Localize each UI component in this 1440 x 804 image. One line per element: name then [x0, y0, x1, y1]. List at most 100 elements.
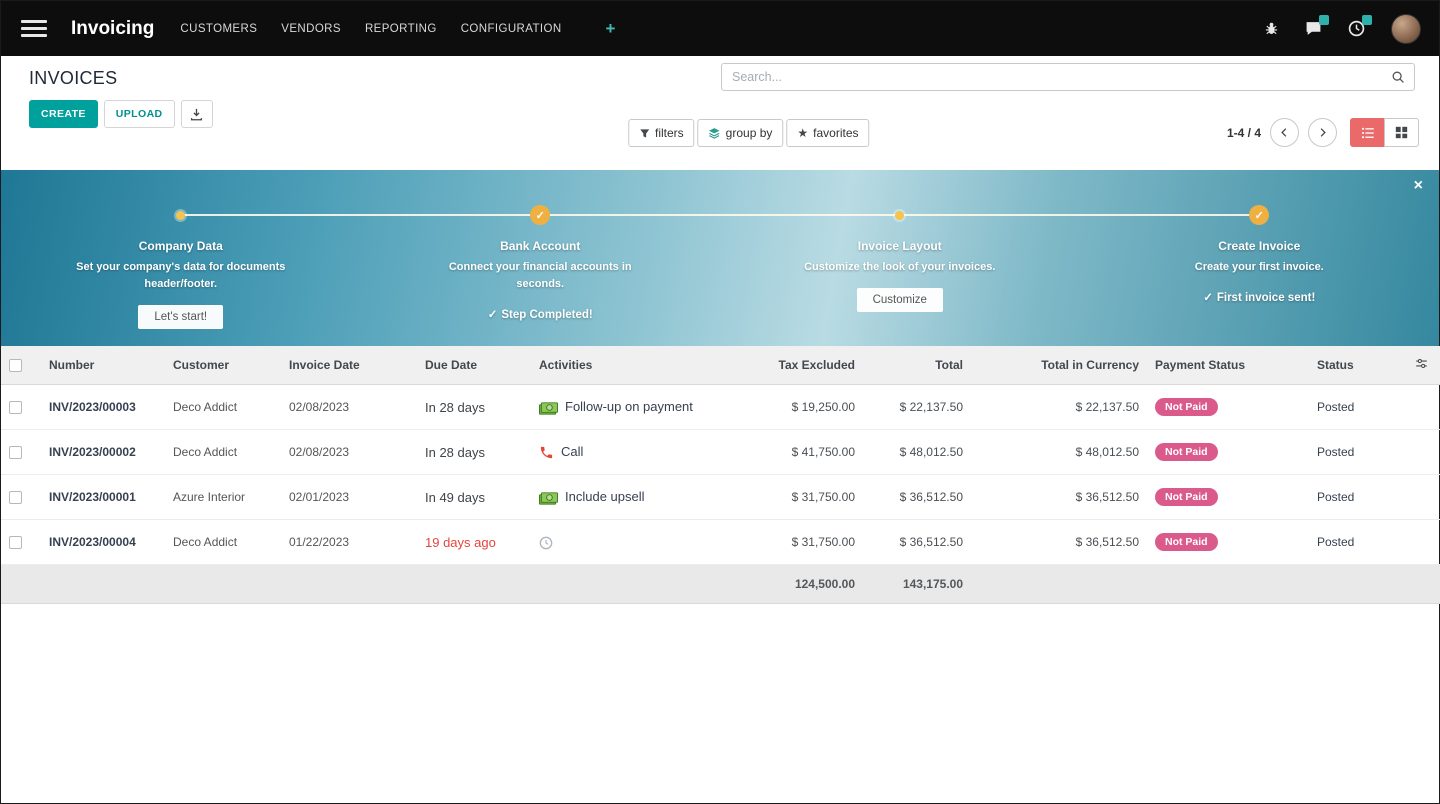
total-in-currency-value: $ 36,512.50 [1075, 490, 1139, 504]
invoice-customer: Deco Addict [173, 535, 238, 549]
header-due-date[interactable]: Due Date [417, 346, 531, 385]
header-customer[interactable]: Customer [165, 346, 281, 385]
filters-button[interactable]: filters [628, 119, 695, 147]
search-options: filters group by ★ favorites [628, 119, 870, 147]
row-checkbox[interactable] [9, 490, 22, 504]
step-title: Company Data [138, 239, 223, 253]
app-name[interactable]: Invoicing [71, 17, 155, 39]
step-title: Invoice Layout [857, 239, 942, 253]
invoice-row[interactable]: INV/2023/00001 Azure Interior 02/01/2023… [1, 474, 1440, 520]
messages-chat-icon[interactable] [1305, 15, 1329, 37]
invoice-row[interactable]: INV/2023/00003 Deco Addict 02/08/2023 In… [1, 384, 1440, 430]
totals-tax-excluded: 124,500.00 [735, 564, 863, 604]
total-in-currency-value: $ 48,012.50 [1075, 445, 1139, 459]
activity-cell[interactable]: Call [531, 429, 735, 475]
onboarding-step-invoice-layout: Invoice Layout Customize the look of you… [720, 204, 1080, 346]
invoice-customer: Deco Addict [173, 400, 238, 414]
lets-start-button[interactable]: Let's start! [138, 305, 224, 330]
download-icon [191, 108, 203, 120]
pager-previous-button[interactable] [1270, 118, 1299, 147]
invoice-row[interactable]: INV/2023/00002 Deco Addict 02/08/2023 In… [1, 429, 1440, 475]
invoice-row[interactable]: INV/2023/00004 Deco Addict 01/22/2023 19… [1, 519, 1440, 565]
invoice-due-date: In 49 days [425, 489, 485, 505]
activity-cell[interactable]: Include upsell [531, 474, 735, 520]
list-view-button[interactable] [1350, 118, 1385, 147]
activity-label: Call [561, 443, 584, 459]
download-button[interactable] [180, 100, 213, 128]
menu-vendors[interactable]: VENDORS [281, 22, 341, 35]
menu-configuration[interactable]: CONFIGURATION [460, 22, 562, 35]
header-status[interactable]: Status [1309, 346, 1401, 385]
onboarding-step-company-data: Company Data Set your company's data for… [1, 204, 361, 346]
payment-status-badge: Not Paid [1155, 488, 1218, 506]
invoice-date: 02/01/2023 [289, 490, 350, 504]
header-payment-status[interactable]: Payment Status [1147, 346, 1309, 385]
apps-menu-icon[interactable] [21, 16, 47, 42]
create-button[interactable]: CREATE [29, 100, 98, 128]
upload-button[interactable]: UPLOAD [103, 100, 175, 128]
menu-customers[interactable]: CUSTOMERS [180, 22, 258, 35]
kanban-view-button[interactable] [1384, 118, 1419, 147]
messages-count-badge [1319, 15, 1329, 25]
invoice-date: 02/08/2023 [289, 445, 350, 459]
invoice-table: Number Customer Invoice Date Due Date Ac… [1, 346, 1440, 604]
totals-row: 124,500.00 143,175.00 [1, 564, 1440, 604]
header-total[interactable]: Total [863, 346, 971, 385]
total-in-currency-value: $ 36,512.50 [1075, 535, 1139, 549]
header-total-in-currency[interactable]: Total in Currency [971, 346, 1147, 385]
pager-next-button[interactable] [1308, 118, 1337, 147]
row-checkbox[interactable] [9, 445, 22, 459]
header-activities[interactable]: Activities [531, 346, 735, 385]
header-invoice-date[interactable]: Invoice Date [281, 346, 417, 385]
debug-bug-icon[interactable] [1264, 21, 1279, 36]
menu-reporting[interactable]: REPORTING [364, 22, 437, 35]
invoice-number: INV/2023/00002 [49, 445, 136, 459]
row-checkbox[interactable] [9, 535, 22, 549]
activities-clock-icon[interactable] [1348, 15, 1372, 37]
group-by-button[interactable]: group by [697, 119, 784, 147]
select-all-cell [1, 346, 41, 385]
step-title: Bank Account [500, 239, 581, 253]
invoice-status: Posted [1317, 445, 1355, 459]
clock-icon [539, 536, 553, 550]
banner-close-icon[interactable]: × [1413, 177, 1423, 194]
row-checkbox[interactable] [9, 400, 22, 414]
activity-cell[interactable] [531, 519, 735, 565]
total-value: $ 22,137.50 [899, 400, 963, 414]
optional-columns-button[interactable] [1401, 346, 1440, 385]
onboarding-step-bank-account: ✓ Bank Account Connect your financial ac… [361, 204, 721, 346]
header-tax-excluded[interactable]: Tax Excluded [735, 346, 863, 385]
quick-create-plus-icon[interactable]: + [605, 18, 616, 38]
invoice-date: 01/22/2023 [289, 535, 350, 549]
header-number[interactable]: Number [41, 346, 165, 385]
money-icon [539, 401, 558, 415]
payment-status-badge: Not Paid [1155, 398, 1218, 416]
invoice-table-body: INV/2023/00003 Deco Addict 02/08/2023 In… [1, 384, 1440, 565]
totals-total: 143,175.00 [863, 564, 971, 604]
view-switcher [1350, 118, 1419, 147]
invoice-number: INV/2023/00004 [49, 535, 136, 549]
step-completed-label: ✓ Step Completed! [487, 309, 593, 322]
activities-count-badge [1362, 15, 1372, 25]
select-all-checkbox[interactable] [9, 358, 22, 372]
funnel-icon [640, 128, 649, 138]
step-description: Create your first invoice. [1194, 261, 1324, 273]
total-value: $ 36,512.50 [899, 535, 963, 549]
activity-cell[interactable]: Follow-up on payment [531, 384, 735, 430]
invoice-number: INV/2023/00003 [49, 400, 136, 414]
activity-label: Include upsell [565, 489, 645, 505]
page-title: INVOICES [29, 68, 118, 88]
total-in-currency-value: $ 22,137.50 [1075, 400, 1139, 414]
search-icon[interactable] [1391, 70, 1405, 84]
customize-button[interactable]: Customize [856, 288, 943, 313]
search-input[interactable] [722, 70, 1391, 84]
user-avatar[interactable] [1391, 13, 1421, 44]
tax-excluded-value: $ 31,750.00 [791, 535, 855, 549]
favorites-button[interactable]: ★ favorites [786, 119, 870, 147]
tax-excluded-value: $ 41,750.00 [791, 445, 855, 459]
star-icon: ★ [797, 126, 809, 140]
payment-status-badge: Not Paid [1155, 533, 1218, 551]
phone-icon [539, 445, 554, 460]
step-pending-marker [895, 210, 905, 220]
